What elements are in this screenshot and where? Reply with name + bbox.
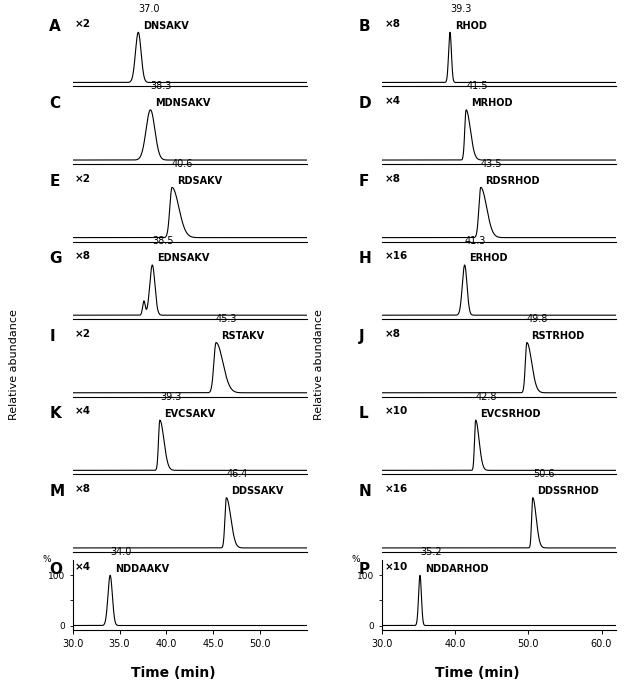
Text: ×8: ×8	[75, 251, 91, 261]
Text: DDSSAKV: DDSSAKV	[231, 486, 283, 496]
Text: RSTRHOD: RSTRHOD	[532, 331, 585, 341]
Text: 46.4: 46.4	[226, 469, 248, 480]
Text: I: I	[49, 329, 55, 344]
Text: ×2: ×2	[75, 19, 91, 29]
Text: 34.0: 34.0	[110, 547, 131, 557]
Text: N: N	[358, 484, 371, 499]
Text: K: K	[49, 407, 61, 422]
Text: P: P	[358, 561, 370, 577]
Text: Relative abundance: Relative abundance	[9, 309, 19, 420]
Text: NDDAAKV: NDDAAKV	[115, 563, 169, 574]
Text: RHOD: RHOD	[454, 21, 487, 31]
Text: ×16: ×16	[384, 251, 408, 261]
Text: Time (min): Time (min)	[131, 666, 216, 680]
Text: MDNSAKV: MDNSAKV	[155, 98, 210, 108]
Text: RDSRHOD: RDSRHOD	[485, 176, 540, 186]
Text: ×10: ×10	[384, 561, 408, 572]
Text: NDDARHOD: NDDARHOD	[425, 563, 488, 574]
Text: 39.3: 39.3	[160, 391, 181, 402]
Text: EDNSAKV: EDNSAKV	[157, 253, 209, 264]
Text: ×8: ×8	[384, 329, 400, 339]
Text: A: A	[49, 19, 61, 34]
Text: H: H	[358, 251, 371, 266]
Text: 50.6: 50.6	[533, 469, 554, 480]
Text: %: %	[42, 555, 51, 563]
Text: 45.3: 45.3	[216, 314, 238, 324]
Text: 42.8: 42.8	[476, 391, 497, 402]
Text: 38.3: 38.3	[150, 81, 172, 92]
Text: ×8: ×8	[384, 19, 400, 29]
Text: ×4: ×4	[75, 561, 91, 572]
Text: 37.0: 37.0	[138, 3, 160, 14]
Text: Relative abundance: Relative abundance	[314, 309, 324, 420]
Text: L: L	[358, 407, 368, 422]
Text: %: %	[351, 555, 360, 563]
Text: RSTAKV: RSTAKV	[221, 331, 264, 341]
Text: E: E	[49, 174, 59, 189]
Text: 39.3: 39.3	[450, 3, 471, 14]
Text: 41.5: 41.5	[466, 81, 488, 92]
Text: 43.5: 43.5	[481, 159, 502, 169]
Text: ×10: ×10	[384, 407, 408, 416]
Text: O: O	[49, 561, 63, 577]
Text: C: C	[49, 96, 61, 111]
Text: G: G	[49, 251, 62, 266]
Text: DDSSRHOD: DDSSRHOD	[537, 486, 599, 496]
Text: D: D	[358, 96, 371, 111]
Text: 35.2: 35.2	[420, 547, 442, 557]
Text: ×8: ×8	[75, 484, 91, 494]
Text: EVCSAKV: EVCSAKV	[164, 409, 216, 418]
Text: Time (min): Time (min)	[435, 666, 520, 680]
Text: M: M	[49, 484, 64, 499]
Text: DNSAKV: DNSAKV	[143, 21, 189, 31]
Text: B: B	[358, 19, 370, 34]
Text: RDSAKV: RDSAKV	[177, 176, 222, 186]
Text: EVCSRHOD: EVCSRHOD	[480, 409, 541, 418]
Text: MRHOD: MRHOD	[471, 98, 513, 108]
Text: ×2: ×2	[75, 174, 91, 184]
Text: 41.3: 41.3	[465, 237, 486, 246]
Text: ×4: ×4	[384, 96, 401, 106]
Text: 49.8: 49.8	[527, 314, 548, 324]
Text: ERHOD: ERHOD	[470, 253, 508, 264]
Text: 40.6: 40.6	[172, 159, 193, 169]
Text: J: J	[358, 329, 364, 344]
Text: F: F	[358, 174, 369, 189]
Text: ×2: ×2	[75, 329, 91, 339]
Text: ×8: ×8	[384, 174, 400, 184]
Text: ×4: ×4	[75, 407, 91, 416]
Text: ×16: ×16	[384, 484, 408, 494]
Text: 38.5: 38.5	[152, 237, 174, 246]
